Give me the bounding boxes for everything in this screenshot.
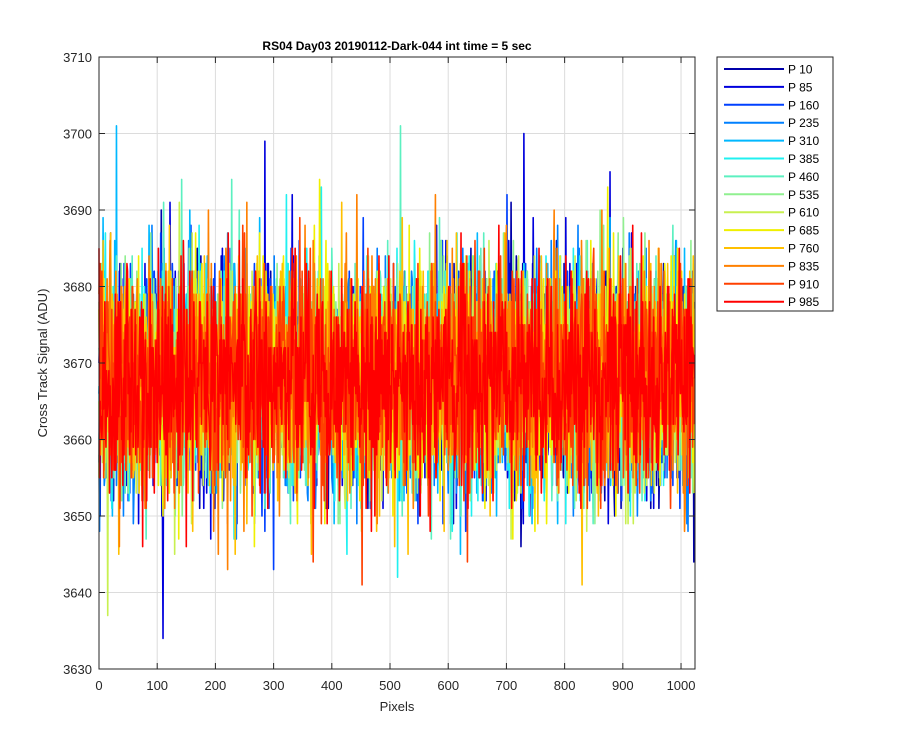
x-tick-label: 600: [437, 678, 459, 693]
legend-box: [716, 56, 834, 312]
x-tick-label: 0: [95, 678, 102, 693]
plot-lines: [98, 125, 696, 640]
chart-title: RS04 Day03 20190112-Dark-044 int time = …: [262, 39, 532, 53]
series-line-p-985: [98, 224, 696, 548]
legend-entry: P 610: [788, 206, 819, 220]
x-tick-label: 900: [612, 678, 634, 693]
legend-entry: P 385: [788, 152, 819, 166]
y-tick-label: 3680: [63, 280, 92, 295]
y-tick-label: 3640: [63, 586, 92, 601]
axis-ticks: 0 100 200 300 400 500 600 700 800 900 1000 3630 3640…: [63, 50, 695, 693]
legend-entry: P 910: [788, 277, 819, 291]
legend-entry: P 85: [788, 80, 813, 94]
x-tick-label: 100: [146, 678, 168, 693]
y-tick-label: 3660: [63, 433, 92, 448]
legend-entry: P 685: [788, 224, 819, 238]
y-tick-label: 3690: [63, 203, 92, 218]
x-tick-label: 700: [496, 678, 518, 693]
legend-entry: P 460: [788, 170, 819, 184]
y-tick-label: 3700: [63, 127, 92, 142]
x-axis-label: Pixels: [380, 699, 415, 714]
legend-entry: P 985: [788, 295, 819, 309]
x-tick-label: 800: [554, 678, 576, 693]
x-tick-label: 500: [379, 678, 401, 693]
y-tick-label: 3670: [63, 356, 92, 371]
legend-entry: P 535: [788, 188, 819, 202]
y-tick-label: 3630: [63, 662, 92, 677]
y-tick-label: 3710: [63, 50, 92, 65]
y-tick-label: 3650: [63, 509, 92, 524]
legend-entry: P 10: [788, 63, 813, 77]
y-axis-label: Cross Track Signal (ADU): [35, 289, 50, 438]
x-tick-label: 200: [205, 678, 227, 693]
legend-entry: P 835: [788, 259, 819, 273]
legend: P 10 P 85 P 160 P 235 P 310 P 385 P 460 P 535 P …: [716, 56, 834, 312]
legend-entry: P 760: [788, 242, 819, 256]
x-tick-label: 300: [263, 678, 285, 693]
legend-entry: P 310: [788, 134, 819, 148]
x-tick-label: 1000: [667, 678, 696, 693]
legend-entry: P 235: [788, 116, 819, 130]
legend-entry: P 160: [788, 98, 819, 112]
x-tick-label: 400: [321, 678, 343, 693]
